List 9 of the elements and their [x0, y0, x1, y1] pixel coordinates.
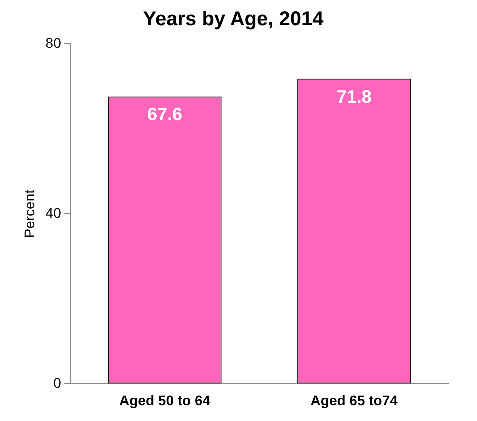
y-tick-label: 40	[46, 204, 62, 221]
x-tick-label: Aged 50 to 64	[120, 392, 211, 408]
data-label: 71.8	[336, 86, 372, 107]
chart-title: Years by Age, 2014	[143, 8, 325, 31]
data-label: 67.6	[148, 104, 183, 125]
x-tick-label: Aged 65 to74	[310, 392, 398, 408]
y-tick-label: 80	[46, 34, 62, 51]
y-tick-label: 0	[54, 375, 62, 392]
y-axis-title: Percent	[21, 190, 38, 238]
